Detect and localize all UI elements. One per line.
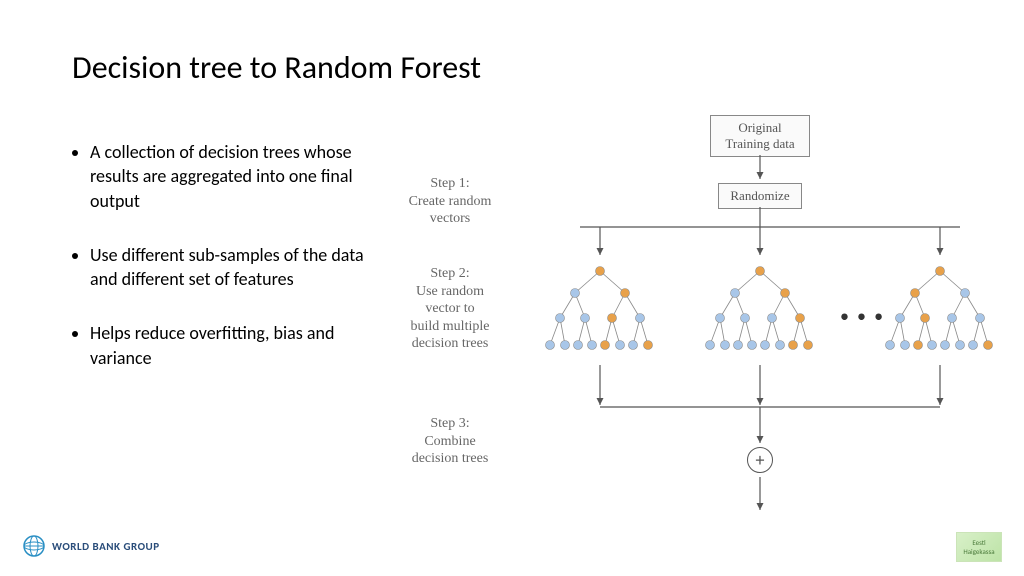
combine-node: + [747,447,773,473]
random-forest-diagram: Original Training data Randomize Step 1:… [400,115,1005,525]
decision-tree-3 [880,263,1000,368]
footer-org: WORLD BANK GROUP [22,534,160,558]
decision-tree-1 [540,263,660,368]
globe-icon [22,534,46,558]
bullet-list: A collection of decision trees whose res… [72,140,372,400]
decision-tree-2 [700,263,820,368]
footer-badge: Eesti Haigekassa [956,532,1002,562]
bullet-item: Use different sub-samples of the data an… [90,243,372,292]
footer-org-label: WORLD BANK GROUP [52,540,160,553]
bullet-item: A collection of decision trees whose res… [90,140,372,213]
ellipsis-icon: • • • [840,305,885,327]
page-title: Decision tree to Random Forest [72,48,481,87]
bullet-item: Helps reduce overfitting, bias and varia… [90,321,372,370]
